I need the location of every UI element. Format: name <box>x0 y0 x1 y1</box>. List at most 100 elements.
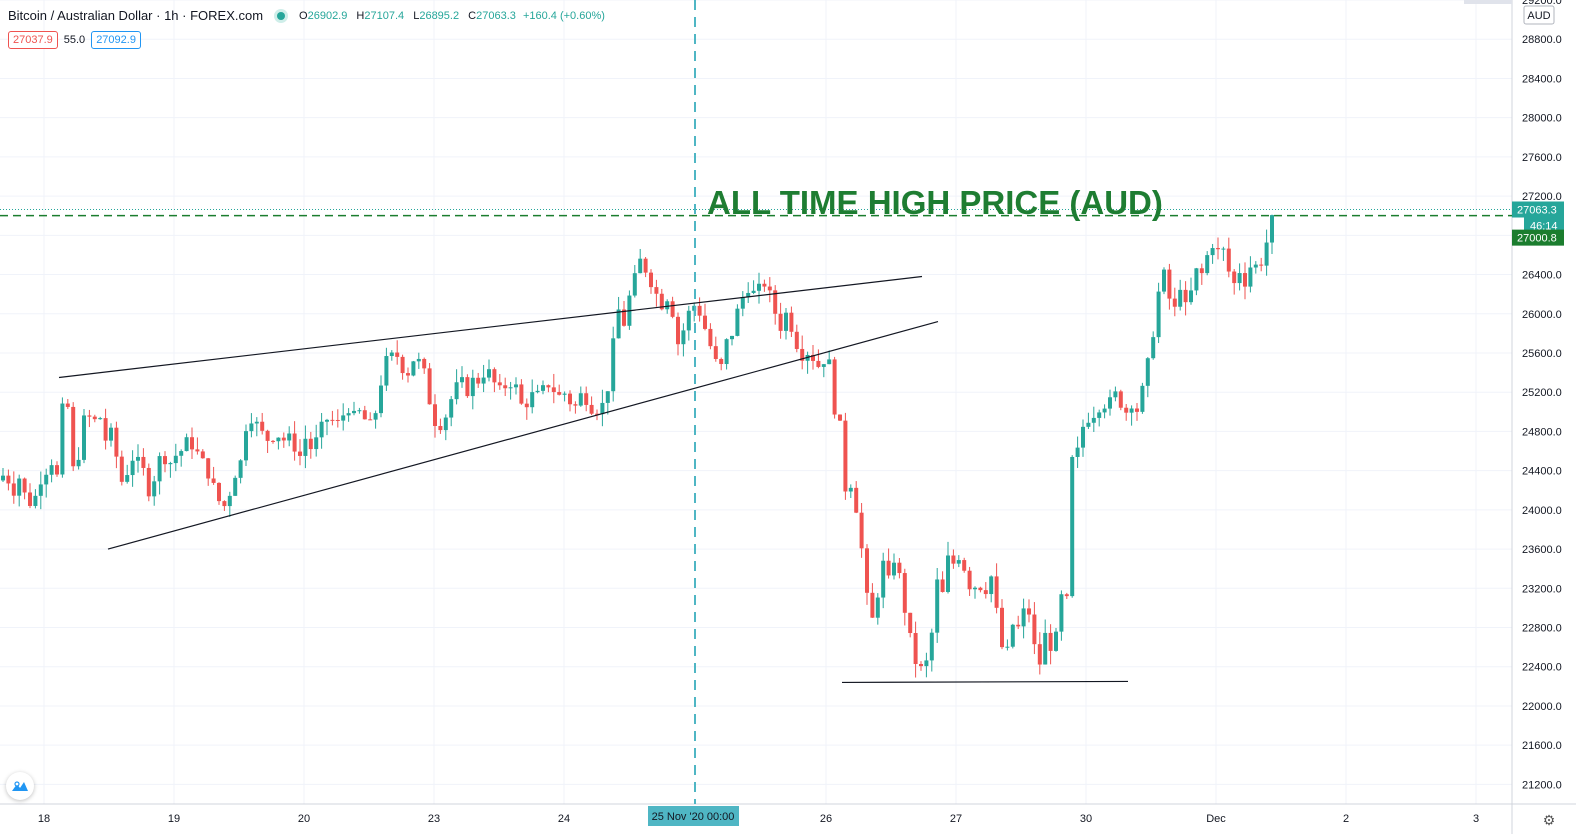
candle-body <box>697 305 702 316</box>
candle-body <box>514 384 518 388</box>
candle-body <box>200 451 205 459</box>
candle-body <box>568 393 572 405</box>
candle-body <box>746 292 751 298</box>
candle-body <box>114 427 119 457</box>
candle-body <box>589 404 594 414</box>
candle-body <box>38 484 43 496</box>
candle-body <box>1226 248 1231 272</box>
candle-body <box>865 548 869 593</box>
candle-body <box>276 437 281 442</box>
candle-body <box>541 385 545 391</box>
candle-body <box>438 425 443 431</box>
candle-body <box>206 458 211 479</box>
candle-body <box>562 393 567 395</box>
current-price-label: 27063.3 <box>1517 205 1557 217</box>
candle-body <box>827 359 832 365</box>
candle-body <box>308 438 313 450</box>
candle-body <box>875 597 880 618</box>
currency-badge[interactable] <box>1523 5 1555 25</box>
candle-body <box>1189 290 1193 303</box>
candle-body <box>22 478 27 493</box>
candle-body <box>681 330 686 345</box>
buy-price-button[interactable]: 27092.9 <box>91 31 141 49</box>
candle-body <box>1248 267 1253 287</box>
candle-body <box>1075 447 1080 457</box>
market-status-icon <box>277 11 286 20</box>
candle-body <box>832 359 837 415</box>
candle-body <box>1102 408 1107 413</box>
time-tick-label: 2 <box>1343 813 1349 825</box>
candle-body <box>136 456 140 461</box>
candle-body <box>659 293 664 310</box>
candle-body <box>686 310 691 331</box>
candle-body <box>632 273 637 296</box>
candle-body <box>1156 291 1161 338</box>
candle-body <box>1194 268 1199 291</box>
chart-settings-gear-icon[interactable]: ⚙ <box>1542 812 1556 828</box>
candle-body <box>1237 273 1242 284</box>
crosshair-time-label: 25 Nov '20 00:00 <box>652 811 735 823</box>
open-value: 26902.9 <box>307 9 348 22</box>
candle-body <box>298 451 302 456</box>
price-tick-label: 23600.0 <box>1522 544 1562 556</box>
candle-body <box>330 419 335 421</box>
time-tick-label: Dec <box>1206 813 1226 825</box>
upper-wedge-line[interactable] <box>58 275 923 379</box>
candle-body <box>546 385 551 388</box>
candle-body <box>1221 248 1226 250</box>
candle-body <box>1043 632 1048 665</box>
candle-body <box>335 419 340 421</box>
candle-body <box>433 404 437 426</box>
candle-body <box>1167 269 1172 299</box>
tradingview-logo-icon[interactable] <box>6 772 34 800</box>
high-value: 27107.4 <box>364 9 405 22</box>
candle-body <box>443 417 448 431</box>
candle-body <box>481 377 486 384</box>
price-tick-label: 26400.0 <box>1522 270 1562 282</box>
candle-body <box>913 633 918 665</box>
ath-annotation-text[interactable]: ALL TIME HIGH PRICE (AUD) <box>707 184 1163 221</box>
candle-body <box>622 309 626 326</box>
candle-body <box>989 576 994 595</box>
candle-body <box>1064 594 1069 597</box>
candle-body <box>719 358 724 365</box>
crosshair-time-badge <box>648 806 739 826</box>
candle-body <box>260 421 265 431</box>
candle-body <box>1000 607 1004 648</box>
candle-body <box>465 377 470 397</box>
candle-body <box>962 560 967 571</box>
support-line[interactable] <box>841 680 1129 684</box>
candle-body <box>65 403 70 407</box>
low-value: 26895.2 <box>419 9 460 22</box>
candle-body <box>325 419 329 422</box>
candle-body <box>940 579 945 592</box>
sell-price-button[interactable]: 27037.9 <box>8 31 58 49</box>
candle-body <box>395 352 400 357</box>
candle-body <box>265 430 270 441</box>
candle-body <box>762 283 767 287</box>
candle-body <box>249 423 254 432</box>
candle-body <box>1178 289 1183 307</box>
candle-body <box>1129 408 1134 413</box>
candle-body <box>173 455 178 464</box>
candle-body <box>956 560 961 564</box>
candle-body <box>767 286 772 291</box>
candle-body <box>508 387 513 389</box>
candle-body <box>1 475 5 481</box>
candle-body <box>994 576 999 608</box>
candle-body <box>1091 417 1096 423</box>
lower-wedge-line[interactable] <box>107 321 939 550</box>
candle-body <box>227 495 232 507</box>
symbol-title[interactable]: Bitcoin / Australian Dollar · 1h · FOREX… <box>8 8 264 23</box>
candle-body <box>951 555 956 564</box>
candle-body <box>886 560 891 576</box>
candle-body <box>416 358 421 362</box>
price-tick-label: 26000.0 <box>1522 309 1562 321</box>
time-tick-label: 23 <box>428 813 440 825</box>
candle-body <box>460 377 464 383</box>
candle-body <box>708 328 713 347</box>
candle-body <box>1216 248 1220 250</box>
candle-body <box>341 415 346 421</box>
